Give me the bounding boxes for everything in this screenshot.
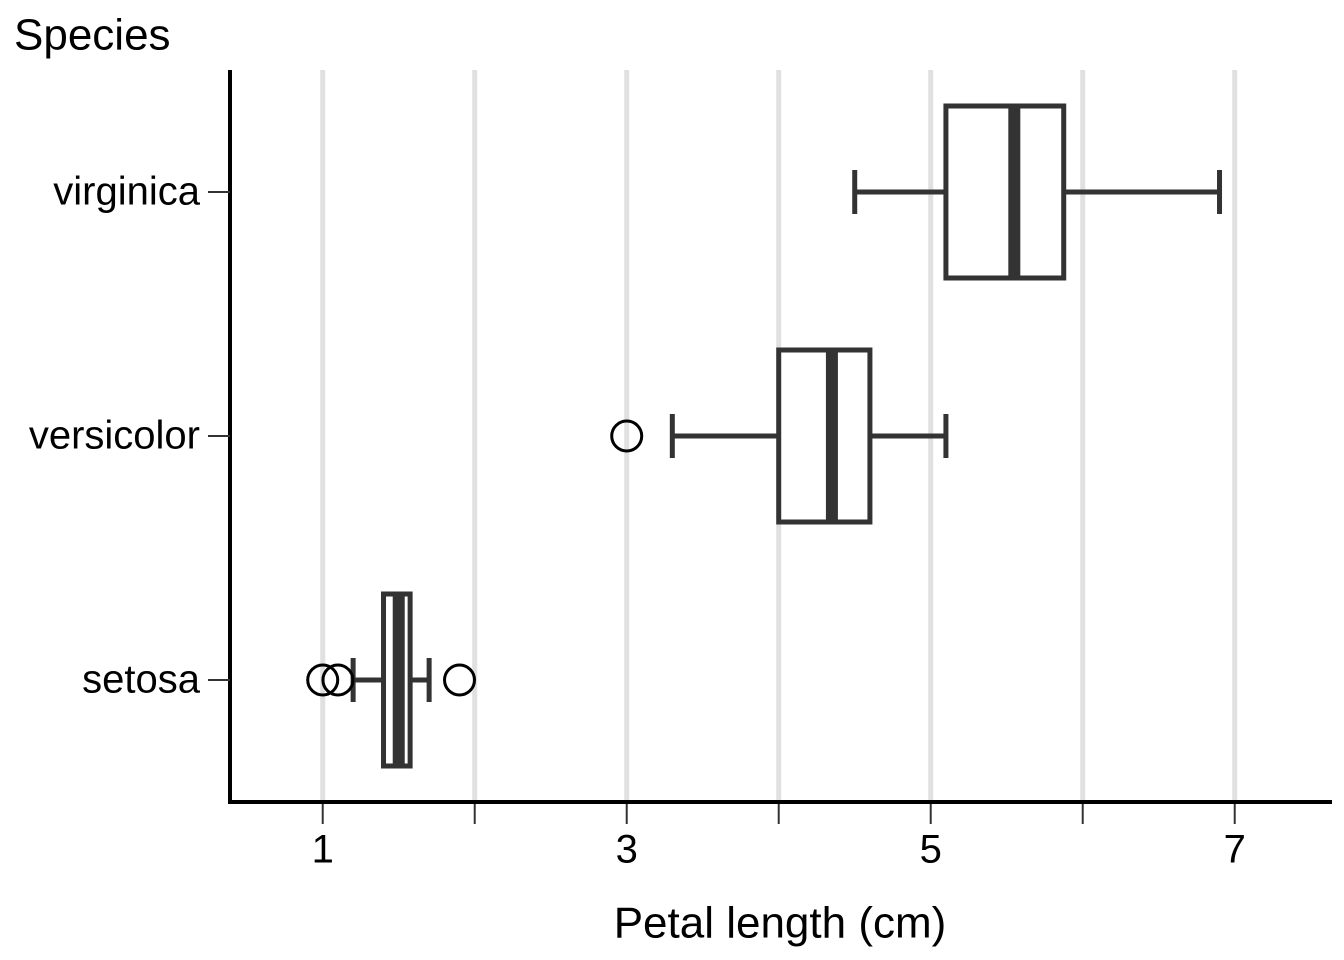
box — [776, 347, 873, 525]
y-axis-title: Species — [14, 11, 171, 60]
x-tick-label: 3 — [616, 828, 638, 872]
x-axis-title: Petal length (cm) — [614, 899, 947, 948]
y-tick-label: setosa — [82, 658, 201, 702]
x-tick-label: 5 — [920, 828, 942, 872]
outlier — [321, 663, 355, 697]
box — [943, 103, 1067, 281]
x-tick-label: 7 — [1224, 828, 1246, 872]
y-tick-label: versicolor — [29, 414, 200, 458]
outlier — [443, 663, 477, 697]
outlier — [306, 663, 340, 697]
x-tick-label: 1 — [312, 828, 334, 872]
outlier — [610, 419, 644, 453]
y-tick-label: virginica — [53, 170, 200, 214]
